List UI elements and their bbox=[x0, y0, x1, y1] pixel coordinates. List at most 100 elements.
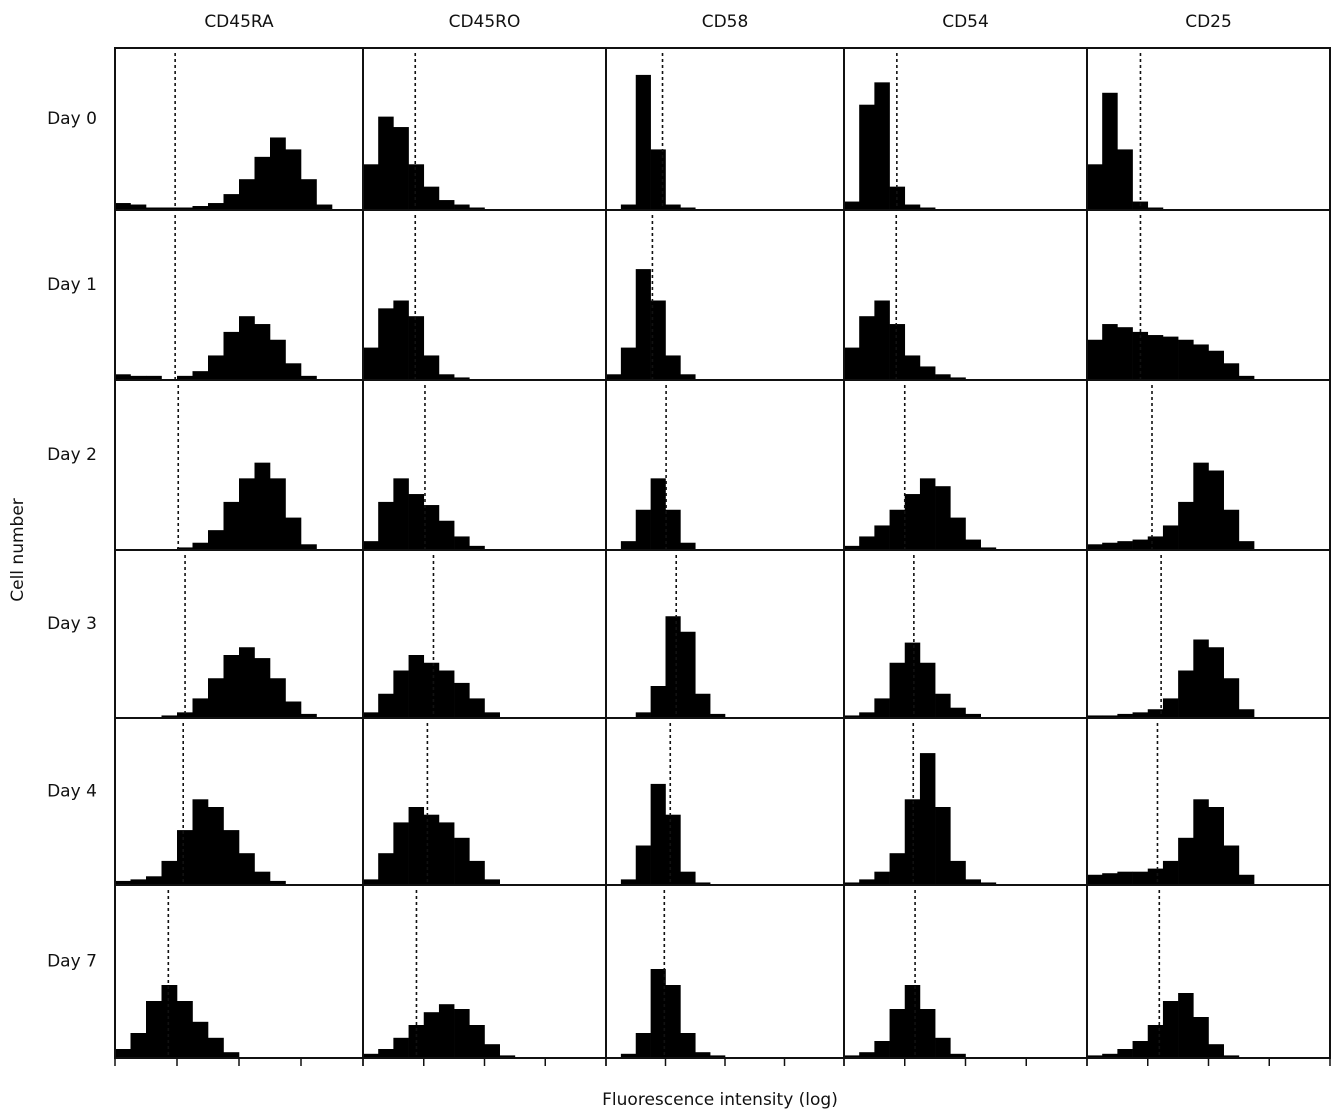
histogram-bar bbox=[393, 670, 409, 717]
row-label: Day 0 bbox=[47, 109, 97, 129]
histogram-bar bbox=[423, 1012, 440, 1057]
histogram-bar bbox=[438, 520, 455, 549]
histogram-bar bbox=[1147, 868, 1164, 884]
histogram-bar bbox=[1117, 327, 1133, 379]
histogram-bar bbox=[285, 363, 302, 379]
histogram-bar bbox=[208, 678, 224, 717]
histogram-bar bbox=[423, 355, 440, 379]
histogram-bar bbox=[889, 662, 906, 717]
histogram-bar bbox=[919, 478, 936, 549]
histogram-bar bbox=[874, 1041, 890, 1057]
histogram-bar bbox=[161, 985, 178, 1057]
histogram-bar bbox=[146, 876, 162, 884]
histogram-bar bbox=[192, 698, 209, 717]
histogram-bar bbox=[980, 882, 997, 884]
histogram-bar bbox=[635, 509, 651, 549]
y-axis-label: Cell number bbox=[8, 498, 28, 602]
histogram-bar bbox=[301, 544, 317, 549]
histogram-bar bbox=[1223, 363, 1240, 379]
histogram-bar bbox=[192, 371, 209, 379]
histogram-bar bbox=[650, 783, 666, 884]
histogram-bar bbox=[378, 1049, 394, 1057]
histogram-bar bbox=[192, 799, 209, 884]
histogram-bar bbox=[177, 712, 193, 717]
histogram-bar bbox=[130, 1033, 147, 1057]
histogram-bar bbox=[620, 1053, 637, 1057]
histogram-bar bbox=[223, 501, 240, 549]
histogram-bar bbox=[270, 339, 286, 379]
histogram-bar bbox=[1087, 339, 1103, 379]
histogram-bar bbox=[130, 204, 147, 209]
histogram-bar bbox=[239, 179, 255, 209]
histogram-bar bbox=[1208, 647, 1224, 717]
histogram-bar bbox=[438, 822, 455, 884]
histogram-bar bbox=[285, 701, 302, 717]
histogram-bar bbox=[438, 374, 455, 379]
histogram-bar bbox=[393, 300, 409, 379]
histogram-bar bbox=[1193, 799, 1209, 884]
histogram-bar bbox=[408, 164, 425, 209]
histogram-bar bbox=[378, 116, 394, 209]
histogram-bar bbox=[1087, 715, 1103, 717]
histogram-bar bbox=[844, 715, 860, 717]
histogram-bar bbox=[635, 1033, 651, 1057]
histogram-bar bbox=[650, 686, 666, 717]
histogram-bar bbox=[904, 355, 921, 379]
histogram-bar bbox=[115, 203, 131, 209]
histogram-bar bbox=[889, 853, 906, 884]
column-label: CD58 bbox=[702, 12, 749, 32]
histogram-bar bbox=[1102, 324, 1118, 379]
histogram-bar bbox=[454, 536, 470, 549]
histogram-bar bbox=[1223, 845, 1240, 884]
histogram-bar bbox=[1132, 539, 1149, 549]
histogram-bar bbox=[844, 347, 860, 379]
histogram-bar bbox=[844, 201, 860, 209]
histogram-bar bbox=[680, 871, 696, 884]
histogram-bar bbox=[177, 1001, 193, 1057]
histogram-bar bbox=[177, 830, 193, 884]
histogram-bar bbox=[935, 807, 951, 884]
histogram-bar bbox=[270, 880, 286, 884]
histogram-bar bbox=[665, 204, 681, 209]
histogram-bar bbox=[208, 355, 224, 379]
histogram-bar bbox=[650, 300, 666, 379]
histogram-bar bbox=[1238, 541, 1255, 549]
histogram-bar bbox=[965, 713, 981, 717]
histogram-bar bbox=[889, 1009, 906, 1057]
histogram-bar bbox=[1132, 1041, 1149, 1057]
histogram-bar bbox=[1193, 344, 1209, 379]
histogram-bar bbox=[177, 547, 193, 549]
histogram-bar bbox=[285, 517, 302, 549]
histogram-bar bbox=[950, 1053, 966, 1057]
panel-frame bbox=[605, 549, 845, 719]
histogram-bar bbox=[665, 355, 681, 379]
histogram-bar bbox=[363, 347, 379, 379]
histogram-bar bbox=[1087, 1055, 1103, 1057]
histogram-bar bbox=[469, 1025, 485, 1057]
histogram-bar bbox=[223, 1052, 240, 1057]
histogram-bar bbox=[935, 374, 951, 379]
histogram-bar bbox=[904, 642, 921, 717]
histogram-bar bbox=[680, 207, 696, 209]
histogram-bar bbox=[1162, 525, 1179, 549]
histogram-bar bbox=[1117, 871, 1133, 884]
histogram-bar bbox=[469, 207, 485, 209]
histogram-bar bbox=[270, 678, 286, 717]
histogram-bar bbox=[635, 712, 651, 717]
histogram-bar bbox=[620, 347, 637, 379]
histogram-bar bbox=[1162, 698, 1179, 717]
histogram-bar bbox=[223, 830, 240, 884]
histogram-bar bbox=[363, 879, 379, 884]
histogram-bar bbox=[1223, 1055, 1240, 1057]
histogram-bar bbox=[695, 882, 711, 884]
histogram-bar bbox=[223, 331, 240, 379]
histogram-bar bbox=[844, 545, 860, 549]
histogram-bar bbox=[254, 871, 271, 884]
histogram-bar bbox=[874, 82, 890, 209]
histogram-bar bbox=[919, 753, 936, 884]
histogram-bar bbox=[301, 375, 317, 379]
histogram-bar bbox=[1117, 541, 1133, 549]
histogram-bar bbox=[1193, 1017, 1209, 1057]
histogram-bar bbox=[889, 509, 906, 549]
